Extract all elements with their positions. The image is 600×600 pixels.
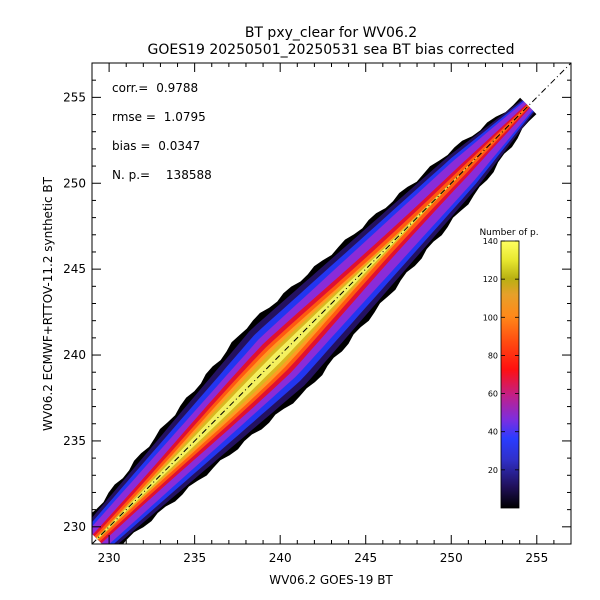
x-tick-label: 230 [98, 551, 121, 565]
y-tick-label: 245 [63, 262, 86, 276]
colorbar-tick-label: 80 [488, 351, 498, 360]
x-tick-label: 250 [440, 551, 463, 565]
stat-rmse-label: rmse = [112, 110, 156, 124]
x-axis-label: WV06.2 GOES-19 BT [269, 573, 393, 587]
stat-corr: corr.= 0.9788 [112, 81, 198, 95]
chart-title: BT pxy_clear for WV06.2 [245, 25, 417, 41]
y-axis-label: WV06.2 ECMWF+RTTOV-11.2 synthetic BT [41, 176, 55, 431]
x-tick-label: 255 [525, 551, 548, 565]
axis-ticks: 230 235 240 245 250 255 230 235 240 245 250 255 [63, 62, 572, 565]
statistics-block: corr.= 0.9788 rmse = 1.0795 bias = 0.034… [112, 81, 212, 182]
stat-np-value: 138588 [166, 168, 212, 182]
colorbar-tick-label: 20 [488, 466, 498, 475]
y-tick-label: 235 [63, 434, 86, 448]
x-tick-label: 245 [354, 551, 377, 565]
stat-corr-label: corr.= [112, 81, 148, 95]
x-tick-label: 240 [269, 551, 292, 565]
colorbar-tick-label: 40 [488, 428, 498, 437]
colorbar-tick-label: 60 [488, 390, 498, 399]
chart-subtitle: GOES19 20250501_20250531 sea BT bias cor… [148, 42, 515, 58]
stat-rmse-value: 1.0795 [164, 110, 206, 124]
colorbar-tick-label: 140 [483, 237, 498, 246]
y-tick-label: 255 [63, 90, 86, 104]
colorbar [500, 240, 520, 509]
colorbar-ticks: 20 40 60 80 100 120 140 [483, 237, 519, 475]
stat-bias-label: bias = [112, 139, 150, 153]
y-tick-label: 240 [63, 348, 86, 362]
stat-bias: bias = 0.0347 [112, 139, 200, 153]
colorbar-tick-label: 100 [483, 313, 498, 322]
colorbar-title: Number of p. [479, 228, 538, 238]
stat-bias-value: 0.0347 [158, 139, 200, 153]
y-tick-label: 250 [63, 176, 86, 190]
stat-rmse: rmse = 1.0795 [112, 110, 206, 124]
colorbar-tick-label: 120 [483, 275, 498, 284]
one-to-one-reference-line [91, 62, 572, 545]
stat-np: N. p.= 138588 [112, 168, 212, 182]
y-tick-label: 230 [63, 520, 86, 534]
stat-np-label: N. p.= [112, 168, 150, 182]
x-tick-label: 235 [183, 551, 206, 565]
stat-corr-value: 0.9788 [156, 81, 198, 95]
